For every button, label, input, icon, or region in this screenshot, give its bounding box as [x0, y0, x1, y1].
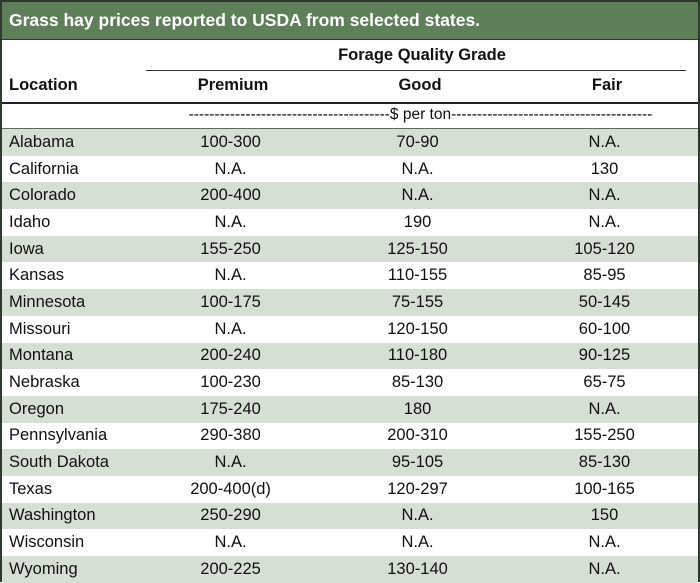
table-row: Wyoming 200-225 130-140 N.A.: [2, 556, 698, 583]
units-row: ---------------------------------------$…: [2, 104, 698, 129]
location-cell: Iowa: [9, 239, 44, 258]
fair-cell: N.A.: [588, 399, 621, 418]
fair-cell: 85-95: [583, 266, 626, 285]
fair-cell: 50-145: [578, 292, 631, 311]
good-cell: 180: [403, 399, 432, 418]
premium-cell: N.A.: [214, 266, 247, 285]
location-cell: Washington: [9, 506, 96, 525]
forage-quality-grade-label: Forage Quality Grade: [338, 46, 506, 64]
premium-cell: N.A.: [214, 453, 247, 472]
fair-cell: 60-100: [578, 319, 631, 338]
table-row: Oregon 175-240 180 N.A.: [2, 395, 698, 423]
table-row: Missouri N.A. 120-150 60-100: [2, 316, 698, 343]
premium-cell: N.A.: [214, 319, 247, 338]
location-cell: Wisconsin: [9, 533, 85, 552]
location-cell: Montana: [9, 346, 74, 365]
fair-cell: 155-250: [574, 426, 635, 445]
fair-cell: N.A.: [588, 533, 621, 552]
table-row: Minnesota 100-175 75-155 50-145: [2, 289, 698, 316]
location-cell: Kansas: [9, 266, 65, 285]
premium-cell: 100-230: [200, 373, 261, 392]
fair-cell: 85-130: [578, 453, 631, 472]
good-cell: 120-297: [387, 479, 448, 498]
table-row: Washington 250-290 N.A. 150: [2, 502, 698, 530]
good-cell: 130-140: [387, 559, 448, 578]
premium-cell: 155-250: [200, 239, 261, 258]
premium-cell: 100-175: [200, 292, 261, 311]
fair-cell: 65-75: [583, 373, 626, 392]
header-divider: [2, 102, 698, 104]
good-cell: 110-180: [387, 346, 448, 365]
premium-cell: 290-380: [200, 426, 261, 445]
fair-column-header: Fair: [591, 76, 623, 94]
location-column-header: Location: [9, 76, 78, 94]
location-cell: Nebraska: [9, 373, 80, 392]
table-row: California N.A. N.A. 130: [2, 156, 698, 183]
premium-cell: 100-300: [200, 132, 261, 151]
location-cell: Texas: [9, 479, 53, 498]
good-cell: N.A.: [401, 159, 434, 178]
good-cell: 85-130: [391, 373, 444, 392]
table-row: Iowa 155-250 125-150 105-120: [2, 235, 698, 263]
fair-cell: 130: [590, 159, 619, 178]
good-cell: N.A.: [401, 533, 434, 552]
good-cell: 190: [403, 212, 432, 231]
location-cell: Colorado: [9, 186, 76, 205]
location-cell: Idaho: [9, 212, 51, 231]
good-cell: 120-150: [387, 319, 448, 338]
premium-cell: 175-240: [200, 399, 261, 418]
table-row: Idaho N.A. 190 N.A.: [2, 209, 698, 236]
premium-cell: 200-240: [200, 346, 261, 365]
table-row: Montana 200-240 110-180 90-125: [2, 342, 698, 370]
table-body: Alabama 100-300 70-90 N.A. California N.A. N.A…: [2, 129, 698, 583]
table-title: Grass hay prices reported to USDA from s…: [2, 2, 698, 40]
table-row: Nebraska 100-230 85-130 65-75: [2, 369, 698, 396]
group-underline: [146, 70, 686, 71]
fair-cell: N.A.: [588, 186, 621, 205]
good-cell: 200-310: [387, 426, 448, 445]
good-column-header: Good: [398, 76, 442, 94]
location-cell: Missouri: [9, 319, 71, 338]
fair-cell: 150: [590, 506, 619, 525]
fair-cell: N.A.: [588, 132, 621, 151]
table-row: Colorado 200-400 N.A. N.A.: [2, 182, 698, 210]
table-row: Wisconsin N.A. N.A. N.A.: [2, 529, 698, 556]
table-row: Texas 200-400(d) 120-297 100-165: [2, 476, 698, 503]
table-row: Alabama 100-300 70-90 N.A.: [2, 129, 698, 156]
good-cell: 125-150: [387, 239, 448, 258]
good-cell: 70-90: [396, 132, 439, 151]
table-header: Forage Quality Grade Location Premium Go…: [2, 40, 698, 102]
fair-cell: N.A.: [588, 559, 621, 578]
good-cell: 95-105: [391, 453, 444, 472]
table-row: South Dakota N.A. 95-105 85-130: [2, 449, 698, 476]
location-cell: Minnesota: [9, 292, 86, 311]
fair-cell: 100-165: [574, 479, 635, 498]
location-cell: Oregon: [9, 399, 65, 418]
premium-cell: N.A.: [214, 533, 247, 552]
location-cell: California: [9, 159, 79, 178]
good-cell: 75-155: [391, 292, 444, 311]
premium-cell: 250-290: [200, 506, 261, 525]
good-cell: N.A.: [401, 186, 434, 205]
location-cell: South Dakota: [9, 453, 109, 472]
fair-cell: 90-125: [578, 346, 631, 365]
fair-cell: 105-120: [574, 239, 635, 258]
premium-cell: N.A.: [214, 159, 247, 178]
table-row: Kansas N.A. 110-155 85-95: [2, 262, 698, 289]
premium-cell: 200-400: [200, 186, 261, 205]
good-cell: 110-155: [387, 266, 448, 285]
premium-cell: 200-400(d): [190, 479, 271, 498]
location-cell: Alabama: [9, 132, 75, 151]
location-cell: Wyoming: [9, 559, 78, 578]
premium-cell: N.A.: [214, 212, 247, 231]
fair-cell: N.A.: [588, 212, 621, 231]
units-label: ---------------------------------------$…: [188, 106, 653, 123]
premium-column-header: Premium: [197, 76, 269, 94]
premium-cell: 200-225: [200, 559, 261, 578]
location-cell: Pennsylvania: [9, 426, 108, 445]
good-cell: N.A.: [401, 506, 434, 525]
table-row: Pennsylvania 290-380 200-310 155-250: [2, 423, 698, 450]
